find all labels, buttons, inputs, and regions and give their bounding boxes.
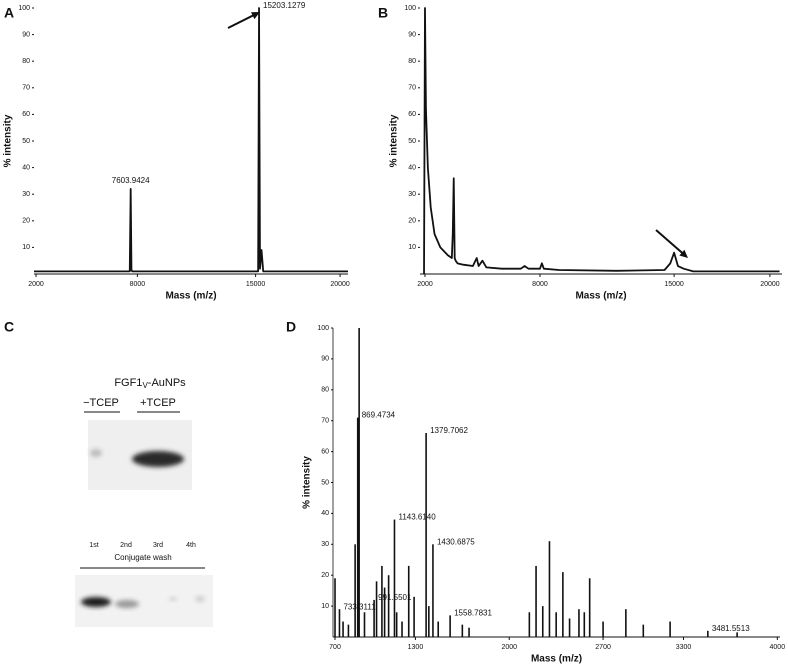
peak-label: 3481.5513	[712, 624, 750, 633]
peak-label: 1379.7062	[430, 426, 468, 435]
y-axis-label: % intensity	[389, 114, 400, 167]
x-tick-label: 3300	[676, 644, 692, 651]
y-tick-label: 40	[321, 510, 329, 517]
blot-title-rest: -AuNPs	[148, 377, 186, 389]
x-axis-label: Mass (m/z)	[531, 654, 582, 665]
lane-label: +TCEP	[140, 397, 176, 409]
blot-title-main: FGF1	[114, 377, 142, 389]
y-tick-label: 30	[321, 541, 329, 548]
y-tick-label: 100	[18, 5, 30, 12]
blot-band	[115, 600, 139, 608]
arrow-shaft	[655, 229, 685, 255]
lane-label: 1st	[89, 542, 98, 549]
blot-band	[81, 597, 111, 607]
peak-label: 1558.7831	[454, 608, 492, 617]
x-tick-label: 2000	[501, 644, 517, 651]
x-tick-label: 8000	[532, 281, 548, 288]
panel-letter: C	[4, 319, 14, 335]
blot-band	[90, 449, 102, 457]
panel-letter: A	[4, 5, 14, 21]
y-tick-label: 100	[404, 5, 416, 12]
lane-group-label: Conjugate wash	[114, 553, 171, 562]
x-axis-label: Mass (m/z)	[575, 291, 626, 302]
y-tick-label: 40	[408, 164, 416, 171]
arrow-head	[251, 12, 260, 20]
x-tick-label: 20000	[760, 281, 780, 288]
peak-label: 733.3111	[343, 602, 376, 611]
x-tick-label: 700	[329, 644, 341, 651]
y-tick-label: 50	[22, 138, 30, 145]
y-tick-label: 60	[321, 448, 329, 455]
y-tick-label: 100	[317, 325, 329, 332]
y-tick-label: 60	[408, 111, 416, 118]
x-tick-label: 2000	[28, 281, 44, 288]
y-tick-label: 80	[22, 58, 30, 65]
peak-label: 869.4734	[362, 411, 396, 420]
x-axis-label: Mass (m/z)	[165, 291, 216, 302]
y-tick-label: 20	[321, 572, 329, 579]
y-tick-label: 10	[408, 244, 416, 251]
peak-label: 1430.6875	[437, 537, 475, 546]
y-tick-label: 90	[321, 356, 329, 363]
y-tick-label: 40	[22, 164, 30, 171]
arrow-head	[679, 249, 688, 258]
y-tick-label: 90	[22, 31, 30, 38]
spectrum-line	[423, 7, 780, 275]
y-tick-label: 70	[321, 418, 329, 425]
lane-label: 3rd	[153, 542, 163, 549]
y-tick-label: 30	[22, 191, 30, 198]
x-tick-label: 2700	[595, 644, 611, 651]
x-tick-label: 1300	[408, 644, 424, 651]
blot-title: FGF1V-AuNPs	[114, 377, 186, 390]
y-tick-label: 70	[408, 85, 416, 92]
panel-letter: B	[378, 5, 388, 21]
peak-label: 7603.9424	[112, 176, 150, 185]
panel-letter: D	[286, 319, 296, 335]
y-axis-label: % intensity	[3, 114, 14, 167]
y-tick-label: 50	[321, 479, 329, 486]
y-tick-label: 90	[408, 31, 416, 38]
x-tick-label: 8000	[130, 281, 146, 288]
y-tick-label: 20	[408, 218, 416, 225]
lane-label: −TCEP	[83, 397, 119, 409]
y-tick-label: 10	[321, 603, 329, 610]
peak-label: 15203.1279	[263, 1, 306, 10]
y-axis-label: % intensity	[302, 456, 313, 509]
y-tick-label: 80	[408, 58, 416, 65]
peak-label: 991.5501	[378, 593, 412, 602]
blot-band	[132, 451, 184, 467]
x-tick-label: 2000	[417, 281, 433, 288]
y-tick-label: 50	[408, 138, 416, 145]
blot-band	[195, 596, 205, 602]
x-tick-label: 15000	[246, 281, 266, 288]
y-tick-label: 30	[408, 191, 416, 198]
lane-label: 2nd	[120, 542, 132, 549]
y-tick-label: 60	[22, 111, 30, 118]
x-tick-label: 4000	[770, 644, 786, 651]
blot-band	[169, 597, 177, 601]
x-tick-label: 15000	[664, 281, 684, 288]
blot-title-sub: V	[142, 381, 148, 390]
spectrum-line	[34, 7, 348, 273]
x-tick-label: 20000	[330, 281, 350, 288]
y-tick-label: 10	[22, 244, 30, 251]
y-tick-label: 20	[22, 218, 30, 225]
lane-label: 4th	[186, 542, 196, 549]
peak-label: 1143.6140	[398, 513, 436, 522]
arrow-shaft	[227, 13, 256, 29]
y-tick-label: 70	[22, 85, 30, 92]
y-tick-label: 80	[321, 387, 329, 394]
